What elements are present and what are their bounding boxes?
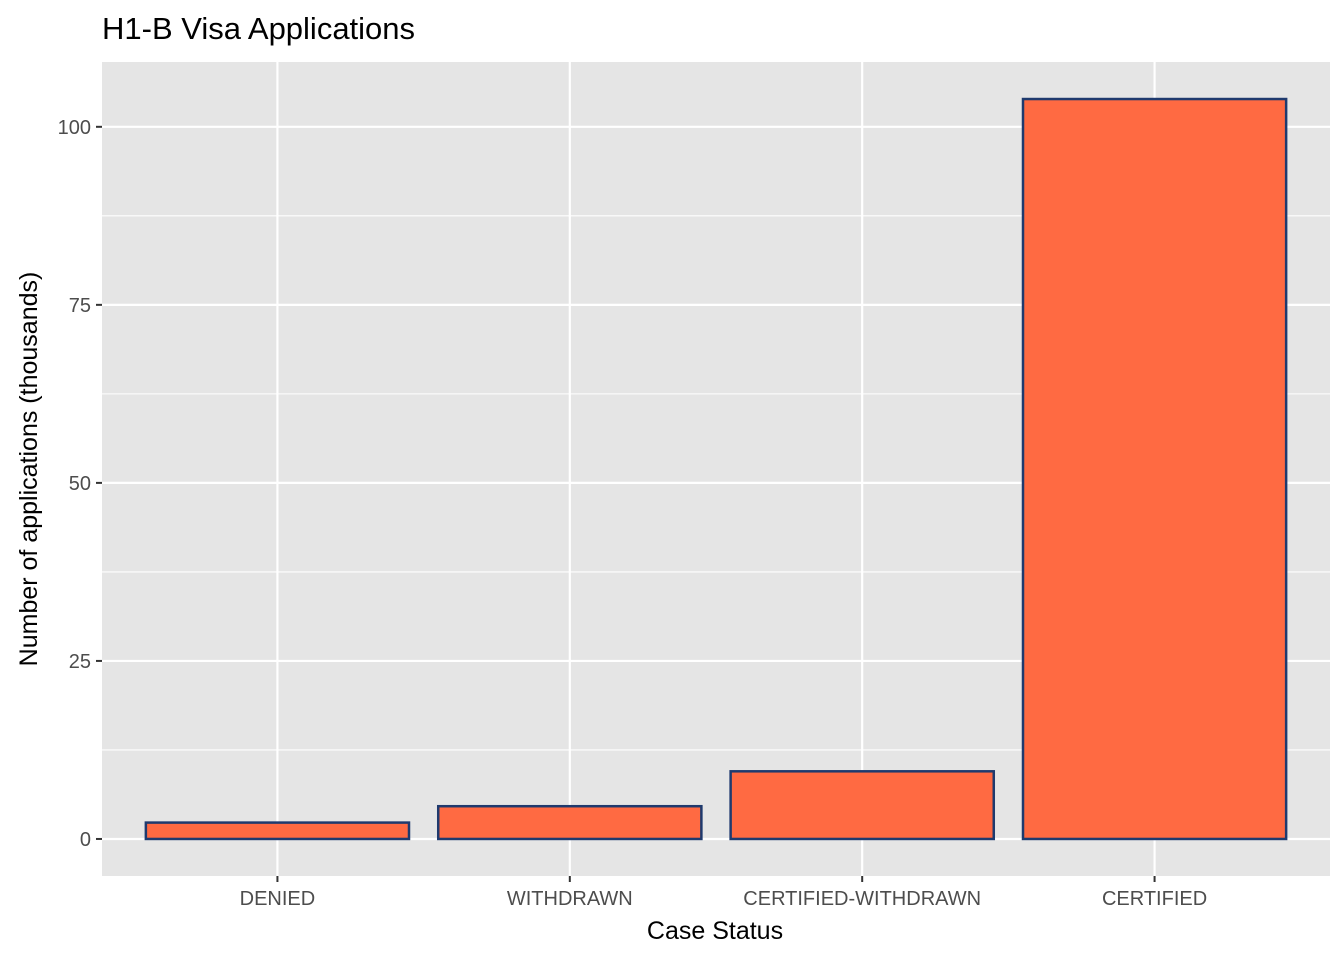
x-axis-title: Case Status: [647, 917, 783, 945]
bar-withdrawn: [436, 804, 703, 841]
x-tick-label: DENIED: [240, 888, 316, 910]
x-tick-label: CERTIFIED-WITHDRAWN: [743, 888, 981, 910]
y-tick-label: 100: [58, 117, 91, 139]
bar-denied: [144, 821, 411, 841]
chart-title: H1-B Visa Applications: [102, 11, 415, 46]
y-axis: 0 25 50 75 100: [58, 117, 102, 851]
bars: [144, 97, 1288, 841]
y-axis-title: Number of applications (thousands): [15, 272, 43, 667]
y-tick-label: 50: [69, 473, 91, 495]
y-tick-label: 75: [69, 295, 91, 317]
bar-certified-withdrawn: [729, 770, 996, 841]
x-axis: DENIED WITHDRAWN CERTIFIED-WITHDRAWN CERTIF…: [240, 876, 1207, 910]
bar-certified: [1021, 97, 1288, 841]
y-tick-label: 25: [69, 651, 91, 673]
y-tick-label: 0: [80, 829, 91, 851]
x-tick-label: CERTIFIED: [1102, 888, 1207, 910]
x-tick-label: WITHDRAWN: [507, 888, 633, 910]
